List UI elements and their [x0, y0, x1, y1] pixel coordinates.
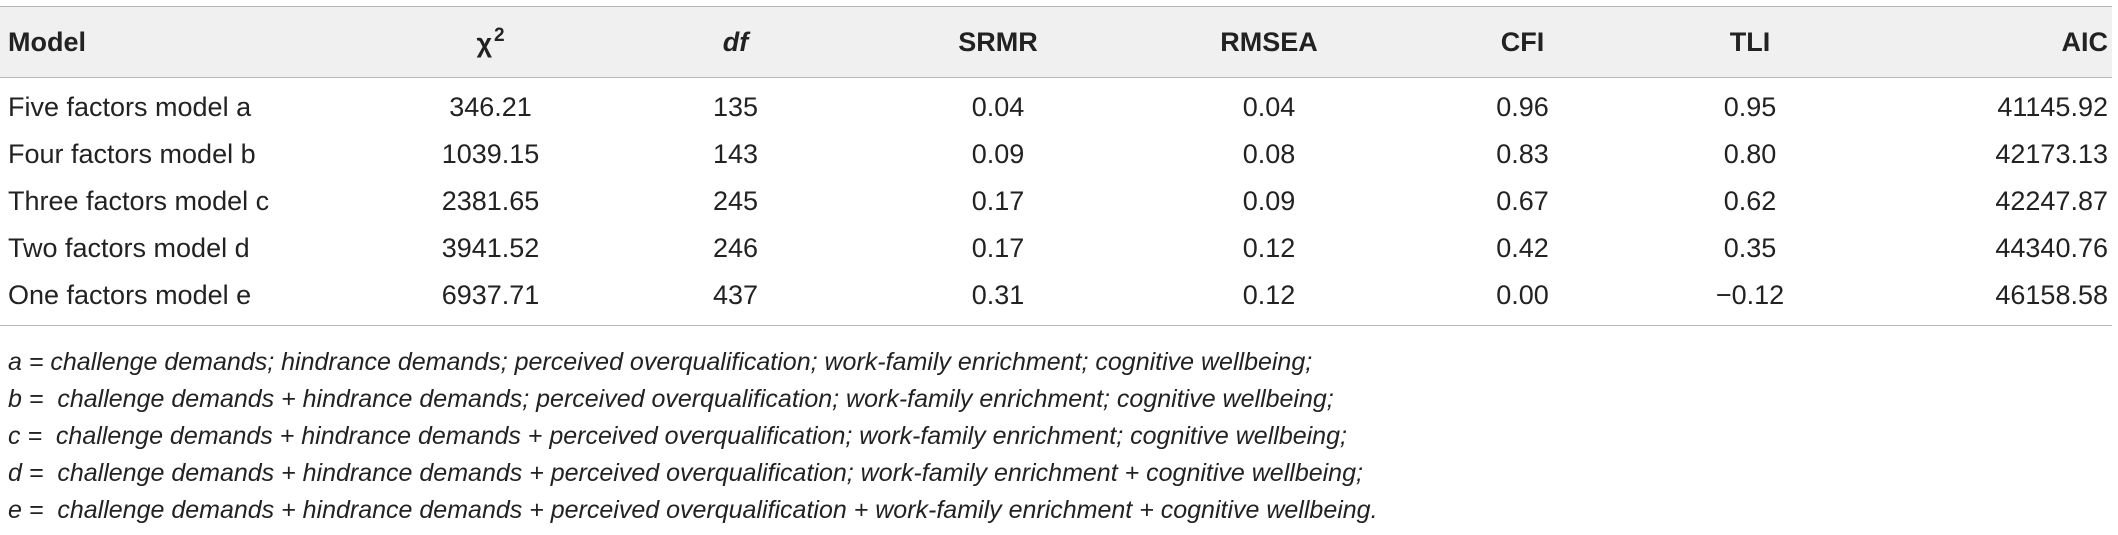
cell-model: One factors model e: [0, 272, 373, 326]
table-row: Five factors model a 346.21 135 0.04 0.0…: [0, 78, 2112, 132]
header-tli: TLI: [1640, 6, 1860, 78]
cell-rmsea: 0.12: [1133, 272, 1405, 326]
cell-tli: 0.80: [1723, 139, 1777, 169]
cell-srmr: 0.17: [971, 186, 1025, 216]
cell-srmr: 0.17: [971, 233, 1025, 263]
table-row: Four factors model b 1039.15 143 0.09 0.…: [0, 131, 2112, 178]
cell-cfi: 0.42: [1496, 233, 1549, 263]
footnote-c: c = challenge demands + hindrance demand…: [8, 422, 1347, 450]
cell-model: Four factors model b: [8, 139, 256, 169]
header-srmr: SRMR: [863, 6, 1133, 78]
cell-chi-square: 6937.71: [373, 272, 608, 326]
cell-rmsea: 0.08: [1242, 139, 1296, 169]
cell-model: Five factors model a: [8, 92, 252, 122]
cell-rmsea: 0.12: [1242, 233, 1296, 263]
cell-model: Two factors model d: [8, 233, 250, 263]
cell-tli: 0.95: [1723, 92, 1777, 122]
header-df: df: [608, 6, 863, 78]
cell-aic: 42247.87: [1995, 186, 2108, 216]
cell-aic: 46158.58: [1860, 272, 2112, 326]
cell-df: 246: [712, 233, 759, 263]
cell-tli: 0.35: [1723, 233, 1777, 263]
cell-aic: 41145.92: [1997, 92, 2108, 122]
cell-tli: 0.62: [1723, 186, 1777, 216]
cell-df: 143: [712, 139, 759, 169]
cell-df: 135: [712, 92, 759, 122]
footnote-d: d = challenge demands + hindrance demand…: [8, 459, 1363, 487]
table-body: Five factors model a 346.21 135 0.04 0.0…: [0, 78, 2112, 326]
cell-cfi: 0.83: [1496, 139, 1549, 169]
cell-srmr: 0.09: [971, 139, 1025, 169]
table-row: Three factors model c 2381.65 245 0.17 0…: [0, 178, 2112, 225]
cell-rmsea: 0.09: [1242, 186, 1296, 216]
cell-df: 245: [712, 186, 759, 216]
cell-cfi: 0.96: [1496, 92, 1549, 122]
footnote-a: a = challenge demands; hindrance demands…: [8, 348, 1313, 376]
chi-exponent: 2: [493, 25, 505, 46]
footnote-e: e = challenge demands + hindrance demand…: [8, 496, 1378, 524]
cell-cfi: 0.67: [1496, 186, 1549, 216]
footnote-b: b = challenge demands + hindrance demand…: [8, 385, 1334, 413]
header-cfi: CFI: [1405, 6, 1640, 78]
header-model: Model: [0, 6, 373, 78]
cell-model: Three factors model c: [8, 186, 270, 216]
cell-chi-square: 2381.65: [441, 186, 540, 216]
header-rmsea: RMSEA: [1133, 6, 1405, 78]
table-row: One factors model e 6937.71 437 0.31 0.1…: [0, 272, 2112, 326]
header-aic: AIC: [1860, 6, 2112, 78]
table-row: Two factors model d 3941.52 246 0.17 0.1…: [0, 225, 2112, 272]
cell-chi-square: 1039.15: [441, 139, 540, 169]
cell-aic: 42173.13: [1995, 139, 2108, 169]
table-footnotes: a = challenge demands; hindrance demands…: [8, 344, 1378, 529]
cell-chi-square: 346.21: [449, 92, 532, 122]
cell-chi-square: 3941.52: [441, 233, 540, 263]
cell-tli: −0.12: [1640, 272, 1860, 326]
chi-symbol: χ: [476, 28, 492, 58]
cell-srmr: 0.04: [971, 92, 1025, 122]
cell-rmsea: 0.04: [1242, 92, 1296, 122]
cell-df: 437: [608, 272, 863, 326]
cell-aic: 44340.76: [1995, 233, 2108, 263]
cell-cfi: 0.00: [1405, 272, 1640, 326]
cell-srmr: 0.31: [863, 272, 1133, 326]
